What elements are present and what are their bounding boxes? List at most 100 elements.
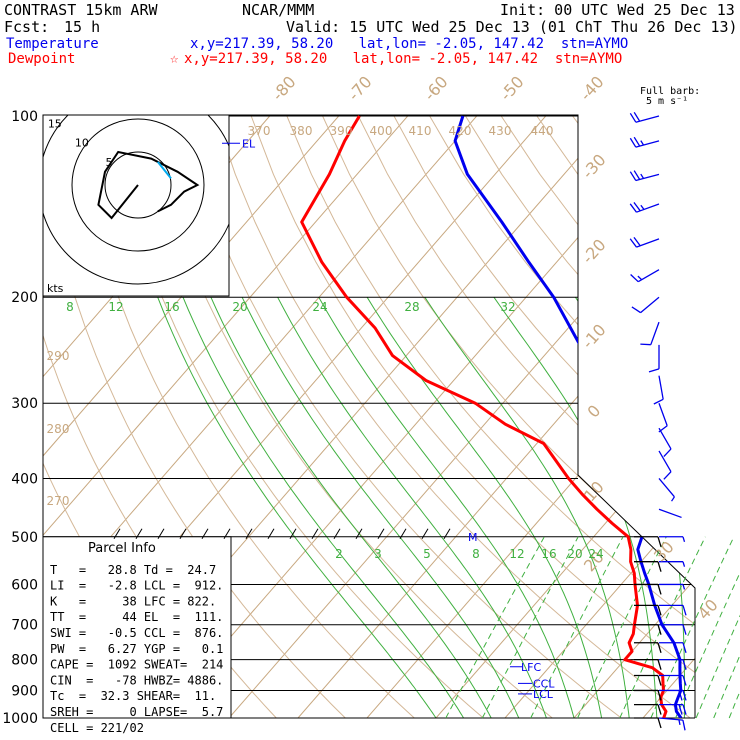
theta-label: 370 xyxy=(248,124,271,138)
hatch-mark xyxy=(113,528,121,540)
dry-adiabat-line xyxy=(286,115,695,718)
hodograph-storm-motion xyxy=(157,161,172,180)
wind-barb-model-half-feather xyxy=(682,584,686,590)
dry-adiabat-line xyxy=(322,115,695,718)
isotherm-line xyxy=(159,115,685,718)
wind-barb-model-half-feather xyxy=(678,675,682,681)
wind-barb-model xyxy=(629,170,660,182)
forecast-label: Fcst: xyxy=(4,18,50,36)
wind-barb-model-staff xyxy=(635,115,660,123)
isotherm-line xyxy=(43,115,409,718)
wind-barb-model xyxy=(659,642,687,653)
wind-barb-observed-feather xyxy=(657,584,662,595)
isotherm-label: -30 xyxy=(578,150,610,182)
wind-barb-model xyxy=(640,321,660,346)
wind-barb-model xyxy=(629,136,660,148)
wind-barb-observed-feather xyxy=(657,717,662,729)
wind-barb-observed-feather xyxy=(657,624,662,635)
pressure-label-1000: 1000 xyxy=(2,711,38,727)
wind-barb-model-half-feather xyxy=(640,204,645,210)
mixing-ratio-line xyxy=(481,536,579,719)
hodograph-panel xyxy=(42,114,230,297)
wind-barb-model xyxy=(659,689,687,701)
wind-barb-model xyxy=(658,717,686,731)
wind-barb-model-half-feather xyxy=(678,719,681,725)
wind-barb-model-feather xyxy=(682,719,686,731)
wind-barb-model-feather xyxy=(633,236,641,247)
dry-adiabat-line xyxy=(357,115,695,718)
wind-barb-model xyxy=(658,427,672,457)
mixing-ratio-lower-label: 2 xyxy=(335,547,343,561)
wind-barb-model-half-feather xyxy=(640,140,645,146)
parcel-info-row: CAPE = 1092 SWEAT= 214 xyxy=(50,658,223,672)
mixing-ratio-lower-label: 16 xyxy=(541,547,556,561)
parcel-info-row: SWI = -0.5 CCL = 876. xyxy=(50,626,223,640)
theta-label: 270 xyxy=(47,494,70,508)
theta-label: 430 xyxy=(489,124,512,138)
wind-barb-model-feather xyxy=(682,675,687,686)
dry-adiabat-line xyxy=(643,115,695,718)
dry-adiabat-line xyxy=(572,115,695,718)
wind-barb-model-feather xyxy=(640,343,651,346)
mixing-ratio-upper-label: 24 xyxy=(312,300,327,314)
wind-barb-observed xyxy=(634,604,662,616)
parcel-info-row: Tc = 32.3 SHEAR= 11. xyxy=(50,689,216,703)
parcel-info-row: T = 28.8 Td = 24.7 xyxy=(50,563,216,577)
hatch-mark xyxy=(157,528,165,540)
legend-temperature-label: Temperature xyxy=(6,36,99,52)
isotherm-label: 40 xyxy=(694,595,722,623)
wind-barb-model-staff xyxy=(658,478,675,498)
pressure-label-300: 300 xyxy=(11,396,38,412)
parcel-info-row: K = 38 LFC = 822. xyxy=(50,594,216,608)
mixing-ratio-lower-label: 20 xyxy=(567,547,582,561)
parcel-info-row: SREH = 0 LAPSE= 5.7 xyxy=(50,705,223,719)
wind-barb-model-feather xyxy=(629,171,637,181)
wind-barb-model xyxy=(658,508,682,519)
wind-barb-observed-feather xyxy=(657,659,662,670)
hodograph-rings xyxy=(43,115,229,285)
wind-barb-model xyxy=(658,403,668,433)
wind-barb-model xyxy=(658,478,675,502)
theta-label: 440 xyxy=(531,124,554,138)
mixing-ratio-upper-label: 12 xyxy=(108,300,123,314)
theta-label: 380 xyxy=(290,124,313,138)
dry-adiabat-line xyxy=(107,115,499,718)
wind-barb-model-feather xyxy=(682,642,687,653)
wind-barb-model-feather xyxy=(629,238,637,248)
wind-barb-model-staff xyxy=(650,321,660,345)
wind-barb-model xyxy=(629,236,660,248)
sounding-traces xyxy=(300,115,683,718)
hatch-mark xyxy=(245,528,253,540)
isotherm-line xyxy=(43,115,340,718)
pressure-label-100: 100 xyxy=(11,109,38,125)
wind-barb-model xyxy=(659,604,687,616)
isotherm-label: -60 xyxy=(420,72,452,104)
isotherm-label: 0 xyxy=(583,401,604,421)
wind-barb-model xyxy=(658,450,672,480)
theta-label: 420 xyxy=(449,124,472,138)
isotherm-line xyxy=(297,115,695,718)
mixing-ratio-lower-label: 12 xyxy=(509,547,524,561)
hatch-mark xyxy=(179,528,187,540)
wind-barb-model-feather xyxy=(633,202,641,212)
wind-barb-model xyxy=(659,674,687,686)
wind-barb-model-feather xyxy=(629,203,637,213)
wind-barb-model-feather xyxy=(633,170,641,180)
hodograph-units: kts xyxy=(47,282,64,295)
wind-barb-observed xyxy=(634,703,662,715)
mixing-ratio-lower-label: 5 xyxy=(423,547,431,561)
wind-barb-model xyxy=(659,561,686,567)
wind-barb-observed-feather xyxy=(657,642,662,653)
hatch-mark xyxy=(355,528,363,540)
dry-adiabat-line xyxy=(716,116,740,731)
el-label: EL xyxy=(242,137,256,150)
init-time: Init: 00 UTC Wed 25 Dec 13 xyxy=(500,1,735,19)
legend-dewpoint-info: x,y=217.39, 58.20 lat,lon= -2.05, 147.42… xyxy=(184,51,623,67)
mixing-ratio-upper-label: 16 xyxy=(164,300,179,314)
moist-adiabat-line xyxy=(424,296,630,718)
wind-barb-model xyxy=(659,703,687,715)
mixing-ratio-upper-label: 28 xyxy=(404,300,419,314)
wind-barb-model-feather xyxy=(629,137,637,148)
hatch-mark xyxy=(267,528,275,540)
hatch-mark xyxy=(377,528,385,540)
